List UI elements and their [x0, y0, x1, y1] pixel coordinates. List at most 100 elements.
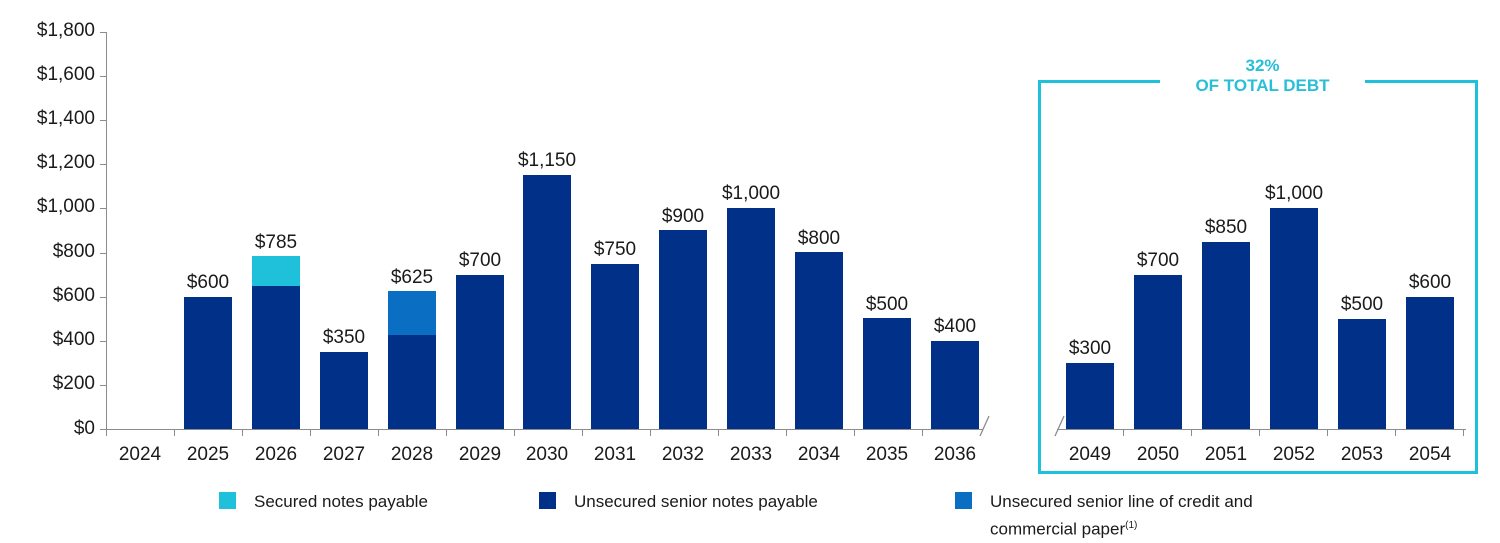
- bar-2049-unsecured: [1066, 363, 1114, 429]
- x-label: 2032: [661, 444, 705, 465]
- bar-2032-unsecured: [659, 230, 707, 429]
- y-tick: $1,400: [36, 108, 95, 129]
- x-label: 2033: [729, 444, 773, 465]
- x-label: 2026: [254, 444, 298, 465]
- legend: Secured notes payable Unsecured senior n…: [0, 488, 1500, 543]
- y-gridtick: [100, 76, 106, 77]
- bar-2036-unsecured: [931, 341, 979, 429]
- y-gridtick: [100, 208, 106, 209]
- x-tick: [310, 429, 311, 436]
- x-label: 2030: [525, 444, 569, 465]
- x-axis-line-right: [1057, 429, 1466, 430]
- y-axis: $1,800 $1,600 $1,400 $1,200 $1,000 $800 …: [0, 0, 95, 450]
- legend-item-unsecured-notes: Unsecured senior notes payable: [539, 490, 818, 514]
- value-label: $400: [933, 316, 977, 337]
- callout-text: OF TOTAL DEBT: [1195, 76, 1330, 95]
- x-tick: [1259, 429, 1260, 436]
- x-label: 2025: [186, 444, 230, 465]
- bar-2050-unsecured: [1134, 275, 1182, 429]
- x-tick: [174, 429, 175, 436]
- bar-2028-line-of-credit: [388, 291, 436, 335]
- bar-2034-unsecured: [795, 252, 843, 429]
- value-label: $900: [661, 206, 705, 227]
- legend-label: Unsecured senior notes payable: [574, 492, 818, 511]
- x-tick: [582, 429, 583, 436]
- x-axis-line-left: [106, 429, 983, 430]
- bar-2053-unsecured: [1338, 319, 1386, 429]
- x-label: 2052: [1272, 444, 1316, 465]
- value-label: $625: [390, 267, 434, 288]
- y-tick: $1,200: [36, 152, 95, 173]
- value-label: $500: [1340, 294, 1384, 315]
- x-label: 2050: [1136, 444, 1180, 465]
- bar-2025-unsecured: [184, 297, 232, 429]
- y-gridtick: [100, 297, 106, 298]
- x-label: 2027: [322, 444, 366, 465]
- legend-label: Secured notes payable: [254, 492, 428, 511]
- y-tick: $0: [73, 418, 95, 439]
- y-tick: $1,000: [36, 196, 95, 217]
- x-label: 2054: [1408, 444, 1452, 465]
- axis-break-icon: [1054, 415, 1065, 437]
- x-tick: [242, 429, 243, 436]
- bar-2035-unsecured: [863, 318, 911, 429]
- x-tick: [1123, 429, 1124, 436]
- y-tick: $400: [52, 329, 95, 350]
- x-label: 2028: [390, 444, 434, 465]
- value-label: $500: [865, 294, 909, 315]
- x-label: 2029: [458, 444, 502, 465]
- value-label: $350: [322, 327, 366, 348]
- legend-item-secured: Secured notes payable: [219, 490, 428, 514]
- y-gridtick: [100, 32, 106, 33]
- value-label: $750: [593, 239, 637, 260]
- x-tick: [922, 429, 923, 436]
- x-label: 2034: [797, 444, 841, 465]
- callout-percent: 32%: [1245, 56, 1280, 75]
- x-tick: [1395, 429, 1396, 436]
- legend-label: Unsecured senior line of credit and: [990, 492, 1253, 511]
- legend-swatch-unsecured: [539, 492, 556, 509]
- value-label: $850: [1204, 217, 1248, 238]
- bar-2052-unsecured: [1270, 208, 1318, 429]
- bar-2054-unsecured: [1406, 297, 1454, 429]
- y-gridtick: [100, 385, 106, 386]
- value-label: $600: [186, 272, 230, 293]
- bar-2030-unsecured: [523, 175, 571, 429]
- x-tick: [446, 429, 447, 436]
- value-label: $300: [1068, 338, 1112, 359]
- value-label: $700: [1136, 250, 1180, 271]
- y-tick: $800: [52, 241, 95, 262]
- x-label: 2036: [933, 444, 977, 465]
- bar-2028-unsecured: [388, 335, 436, 429]
- x-label: 2051: [1204, 444, 1248, 465]
- value-label: $1,000: [721, 183, 781, 204]
- legend-item-line-of-credit: Unsecured senior line of credit and comm…: [955, 490, 1253, 542]
- y-tick: $600: [52, 285, 95, 306]
- bar-2027-unsecured: [320, 352, 368, 429]
- x-tick: [786, 429, 787, 436]
- bar-2033-unsecured: [727, 208, 775, 429]
- bar-2029-unsecured: [456, 275, 504, 429]
- value-label: $785: [254, 232, 298, 253]
- y-tick: $1,600: [36, 64, 95, 85]
- x-tick: [1191, 429, 1192, 436]
- y-gridtick: [100, 429, 106, 430]
- x-tick: [514, 429, 515, 436]
- axis-break-icon: [979, 415, 990, 437]
- x-tick: [1327, 429, 1328, 436]
- bar-2031-unsecured: [591, 264, 639, 429]
- x-label: 2035: [865, 444, 909, 465]
- callout-label: 32% OF TOTAL DEBT: [1160, 56, 1365, 96]
- value-label: $1,150: [517, 150, 577, 171]
- x-tick: [718, 429, 719, 436]
- x-label: 2049: [1068, 444, 1112, 465]
- y-gridtick: [100, 164, 106, 165]
- y-gridtick: [100, 253, 106, 254]
- legend-label-continued: commercial paper(1): [990, 519, 1138, 539]
- value-label: $600: [1408, 272, 1452, 293]
- bar-2051-unsecured: [1202, 242, 1250, 429]
- x-tick: [1463, 429, 1464, 436]
- y-axis-line: [106, 32, 107, 430]
- value-label: $1,000: [1264, 183, 1324, 204]
- legend-swatch-secured: [219, 492, 236, 509]
